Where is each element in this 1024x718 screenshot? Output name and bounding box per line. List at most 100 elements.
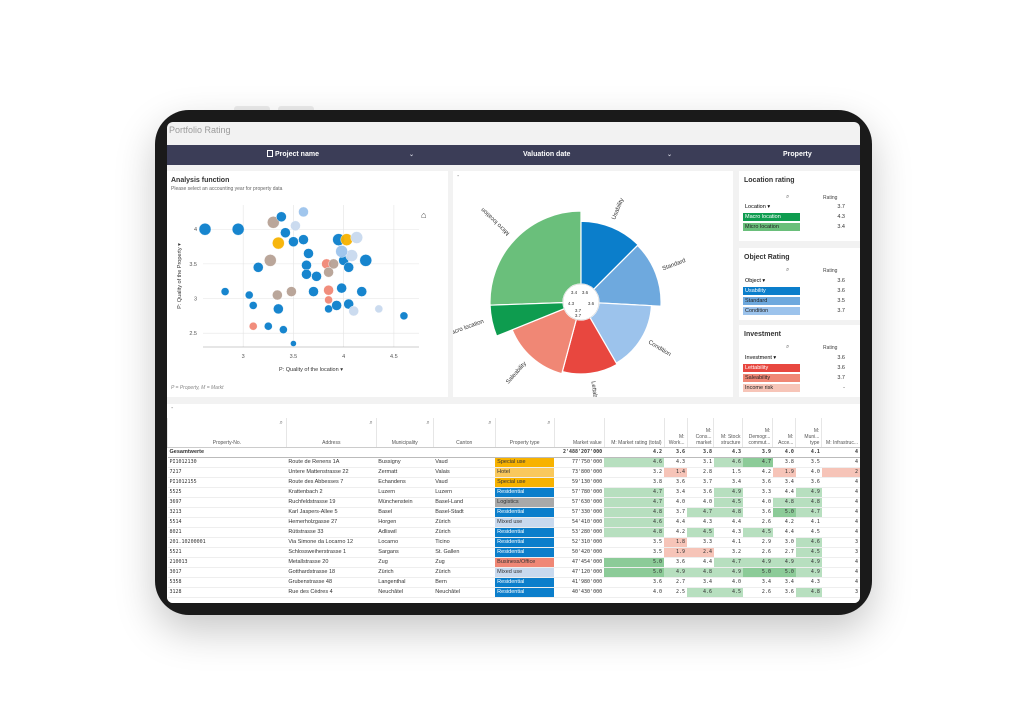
scatter-point[interactable] [301,269,312,280]
x-axis-label[interactable]: P: Quality of the location ▾ [279,367,343,373]
table-row[interactable]: 5514 Hemerholzgasse 27 Horgen Zürich Mixed u… [167,517,860,528]
column-header[interactable]: Address ⌕ [285,418,377,448]
column-header[interactable]: Property type ⌕ [494,418,555,448]
table-row[interactable]: 3017 Gotthardstrasse 18 Zürich Zürich Mixed … [167,567,860,578]
scatter-point[interactable] [374,304,384,314]
scatter-point[interactable] [286,286,297,297]
table-row[interactable]: PI1012130 Route de Renens 1A Bussigny Vaud S… [167,457,860,468]
column-header[interactable]: M: Stock structure [713,418,743,448]
search-icon[interactable]: ⌕ [488,420,492,426]
rating-row[interactable]: Macro location 4.3 [743,213,845,222]
search-icon[interactable]: ⌕ [547,420,551,426]
rating-row[interactable]: Object ▾ 3.6 [743,277,845,286]
filter-valuation-date[interactable]: Valuation date [523,151,571,158]
column-header[interactable]: M: Cons... market [686,418,714,448]
table-row[interactable]: 7217 Untere Mattenstrasse 22 Zermatt Valais… [167,467,860,478]
table-row[interactable]: 3697 Ruchfeldstrasse 19 Münchenstein Basel-… [167,497,860,508]
table-row[interactable]: 201.10200001 Via Simone da Locarno 12 Loca… [167,537,860,548]
scatter-point[interactable] [276,211,287,222]
scatter-point[interactable] [348,305,359,317]
filter-project-name[interactable]: Project name [267,145,319,165]
scatter-point[interactable] [343,262,354,273]
scatter-point[interactable] [298,206,309,218]
scatter-point[interactable] [264,254,277,267]
rating-row[interactable]: Standard 3.5 [743,297,845,306]
search-icon[interactable]: ⌕ [786,344,790,350]
search-icon[interactable]: ⌕ [786,267,790,273]
search-icon[interactable]: ⌕ [786,194,790,200]
column-header[interactable]: M: Market rating (total) [603,418,665,448]
scatter-point[interactable] [264,322,273,331]
column-header[interactable]: M: Work... [663,418,687,448]
scatter-point[interactable] [335,245,348,258]
column-header[interactable]: Market value [553,418,605,448]
scatter-point[interactable] [272,289,283,301]
scatter-point[interactable] [220,287,230,296]
scatter-point[interactable] [267,216,280,229]
scatter-point[interactable] [359,254,372,267]
scatter-point[interactable] [280,227,291,238]
column-header[interactable]: M: Muni... type [795,418,822,448]
home-icon[interactable]: ⌂ [421,210,427,220]
table-row[interactable]: 5358 Grubenstrasse 48 Langenthal Bern Reside… [167,577,860,588]
filter-property[interactable]: Property [783,151,812,158]
scatter-point[interactable] [288,236,299,247]
scatter-point[interactable] [350,231,363,244]
search-icon[interactable]: ⌕ [369,420,373,426]
rating-row[interactable]: Income risk - [743,384,845,393]
rating-row[interactable]: Condition 3.7 [743,307,845,316]
table-row[interactable]: 8021 Rütistrasse 33 Adliswil Zürich Resident… [167,527,860,538]
scatter-chart[interactable]: 3 3.5 4 4.5 4 3.5 3 2.5 P: Quality of the locati… [167,171,448,397]
rating-row[interactable]: Usability 3.6 [743,287,845,296]
scatter-point[interactable] [273,303,284,315]
rating-row[interactable]: Saleability 3.7 [743,374,845,383]
chevron-down-icon[interactable]: ⌄ [409,152,415,158]
rating-row[interactable]: Location ▾ 3.7 [743,203,845,212]
collapse-indicator[interactable]: - [171,405,174,412]
scatter-point[interactable] [290,340,297,347]
column-header[interactable]: Municipality ⌕ [375,418,434,448]
scatter-point[interactable] [308,286,319,297]
table-row[interactable]: 3128 Rue des Cèdres 4 Neuchâtel Neuchâtel Re… [167,587,860,598]
scatter-point[interactable] [245,290,254,300]
table-row[interactable]: PI1012155 Route des Abbesses 7 Echandens Va… [167,477,860,488]
table-row[interactable]: 5525 Krattenbach 2 Luzern Luzern Residential… [167,487,860,498]
scatter-point[interactable] [323,266,334,278]
scatter-point[interactable] [253,262,264,273]
column-header[interactable]: M: Demogr... commut... [742,418,773,448]
scatter-point[interactable] [231,223,245,236]
scatter-point[interactable] [356,286,367,297]
rating-row[interactable]: Investment ▾ 3.6 [743,354,845,363]
scatter-point[interactable] [279,325,288,334]
scatter-point[interactable] [331,300,342,311]
rating-row[interactable]: Micro location 3.4 [743,223,845,232]
scatter-point[interactable] [249,322,258,331]
scatter-point[interactable] [290,220,301,231]
scatter-point[interactable] [303,248,314,259]
scatter-point[interactable] [328,258,339,270]
scatter-point[interactable] [301,260,312,271]
table-row[interactable]: 210013 Metallstrasse 20 Zug Zug Business/Off… [167,557,860,568]
scatter-point[interactable] [249,301,258,310]
scatter-point[interactable] [324,295,333,305]
scatter-point[interactable] [336,282,347,294]
table-row[interactable]: 5521 Schlossweiherstrasse 1 Sargans St. Gal… [167,547,860,558]
column-header[interactable]: M: Infrastruc... [821,418,860,448]
collapse-indicator[interactable]: - [457,173,460,180]
scatter-point[interactable] [198,223,212,236]
scatter-point[interactable] [324,304,333,314]
scatter-point[interactable] [311,271,322,282]
scatter-point[interactable] [298,234,309,245]
search-icon[interactable]: ⌕ [279,420,283,426]
scatter-point[interactable] [323,284,334,296]
table-row[interactable]: 3213 Karl Jaspers-Allee 5 Basel Basel-Stadt… [167,507,860,518]
column-header[interactable]: Property-No. ⌕ [167,418,287,448]
column-header[interactable]: M: Acce... [772,418,796,448]
y-axis-label[interactable]: P: Quality of the Property ▾ [177,243,183,309]
scatter-point[interactable] [272,236,285,250]
search-icon[interactable]: ⌕ [426,420,430,426]
scatter-point[interactable] [399,311,409,321]
column-header[interactable]: Canton ⌕ [432,418,496,448]
chevron-down-icon[interactable]: ⌄ [667,152,673,158]
scatter-point[interactable] [340,233,353,246]
